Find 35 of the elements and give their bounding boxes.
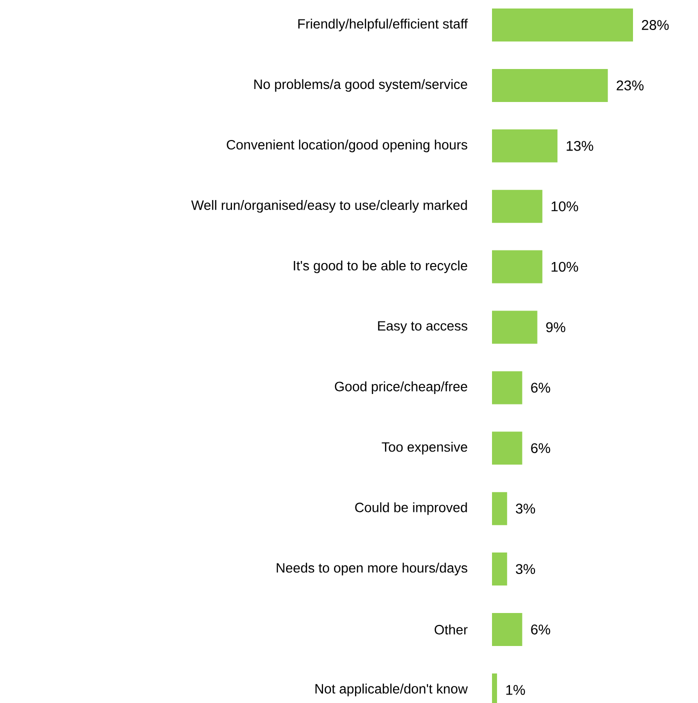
y-tick-label: Convenient location/good opening hours (226, 140, 468, 152)
y-tick-label: Friendly/helpful/efficient staff (298, 18, 468, 32)
data-label: 3% (516, 504, 536, 514)
bar (492, 8, 634, 42)
bar (492, 613, 522, 646)
data-label: 13% (566, 140, 594, 151)
y-tick-label: Could be improved (355, 502, 467, 515)
y-tick-label: Too expensive (382, 442, 468, 454)
bar (492, 371, 522, 404)
data-label: 6% (531, 443, 550, 454)
y-tick-label: It's good to be able to recycle (294, 260, 468, 274)
bar (492, 492, 508, 526)
y-tick-label: Needs to open more hours/days (276, 562, 468, 576)
y-tick-label: Not applicable/don't know (315, 684, 468, 696)
bar (492, 310, 538, 344)
data-label: 9% (546, 322, 566, 332)
bar (492, 250, 542, 284)
bar (492, 190, 542, 223)
y-tick-label: Easy to access (378, 321, 468, 334)
bar (492, 68, 608, 102)
bar (492, 432, 522, 465)
data-label: 6% (531, 624, 550, 634)
y-tick-label: No problems/a good system/service (254, 79, 468, 92)
y-tick-label: Good price/cheap/free (334, 381, 468, 394)
data-label: 3% (516, 564, 536, 574)
data-label: 6% (531, 382, 550, 393)
data-label: 10% (552, 262, 578, 272)
data-label: 10% (552, 201, 578, 212)
data-label: 1% (506, 685, 525, 695)
y-tick-label: Other (434, 624, 468, 634)
data-label: 23% (616, 80, 644, 90)
y-tick-label: Well run/organised/easy to use/clearly marked (191, 200, 467, 213)
bar (492, 129, 558, 162)
bar (492, 552, 508, 586)
data-label: 28% (642, 20, 669, 30)
